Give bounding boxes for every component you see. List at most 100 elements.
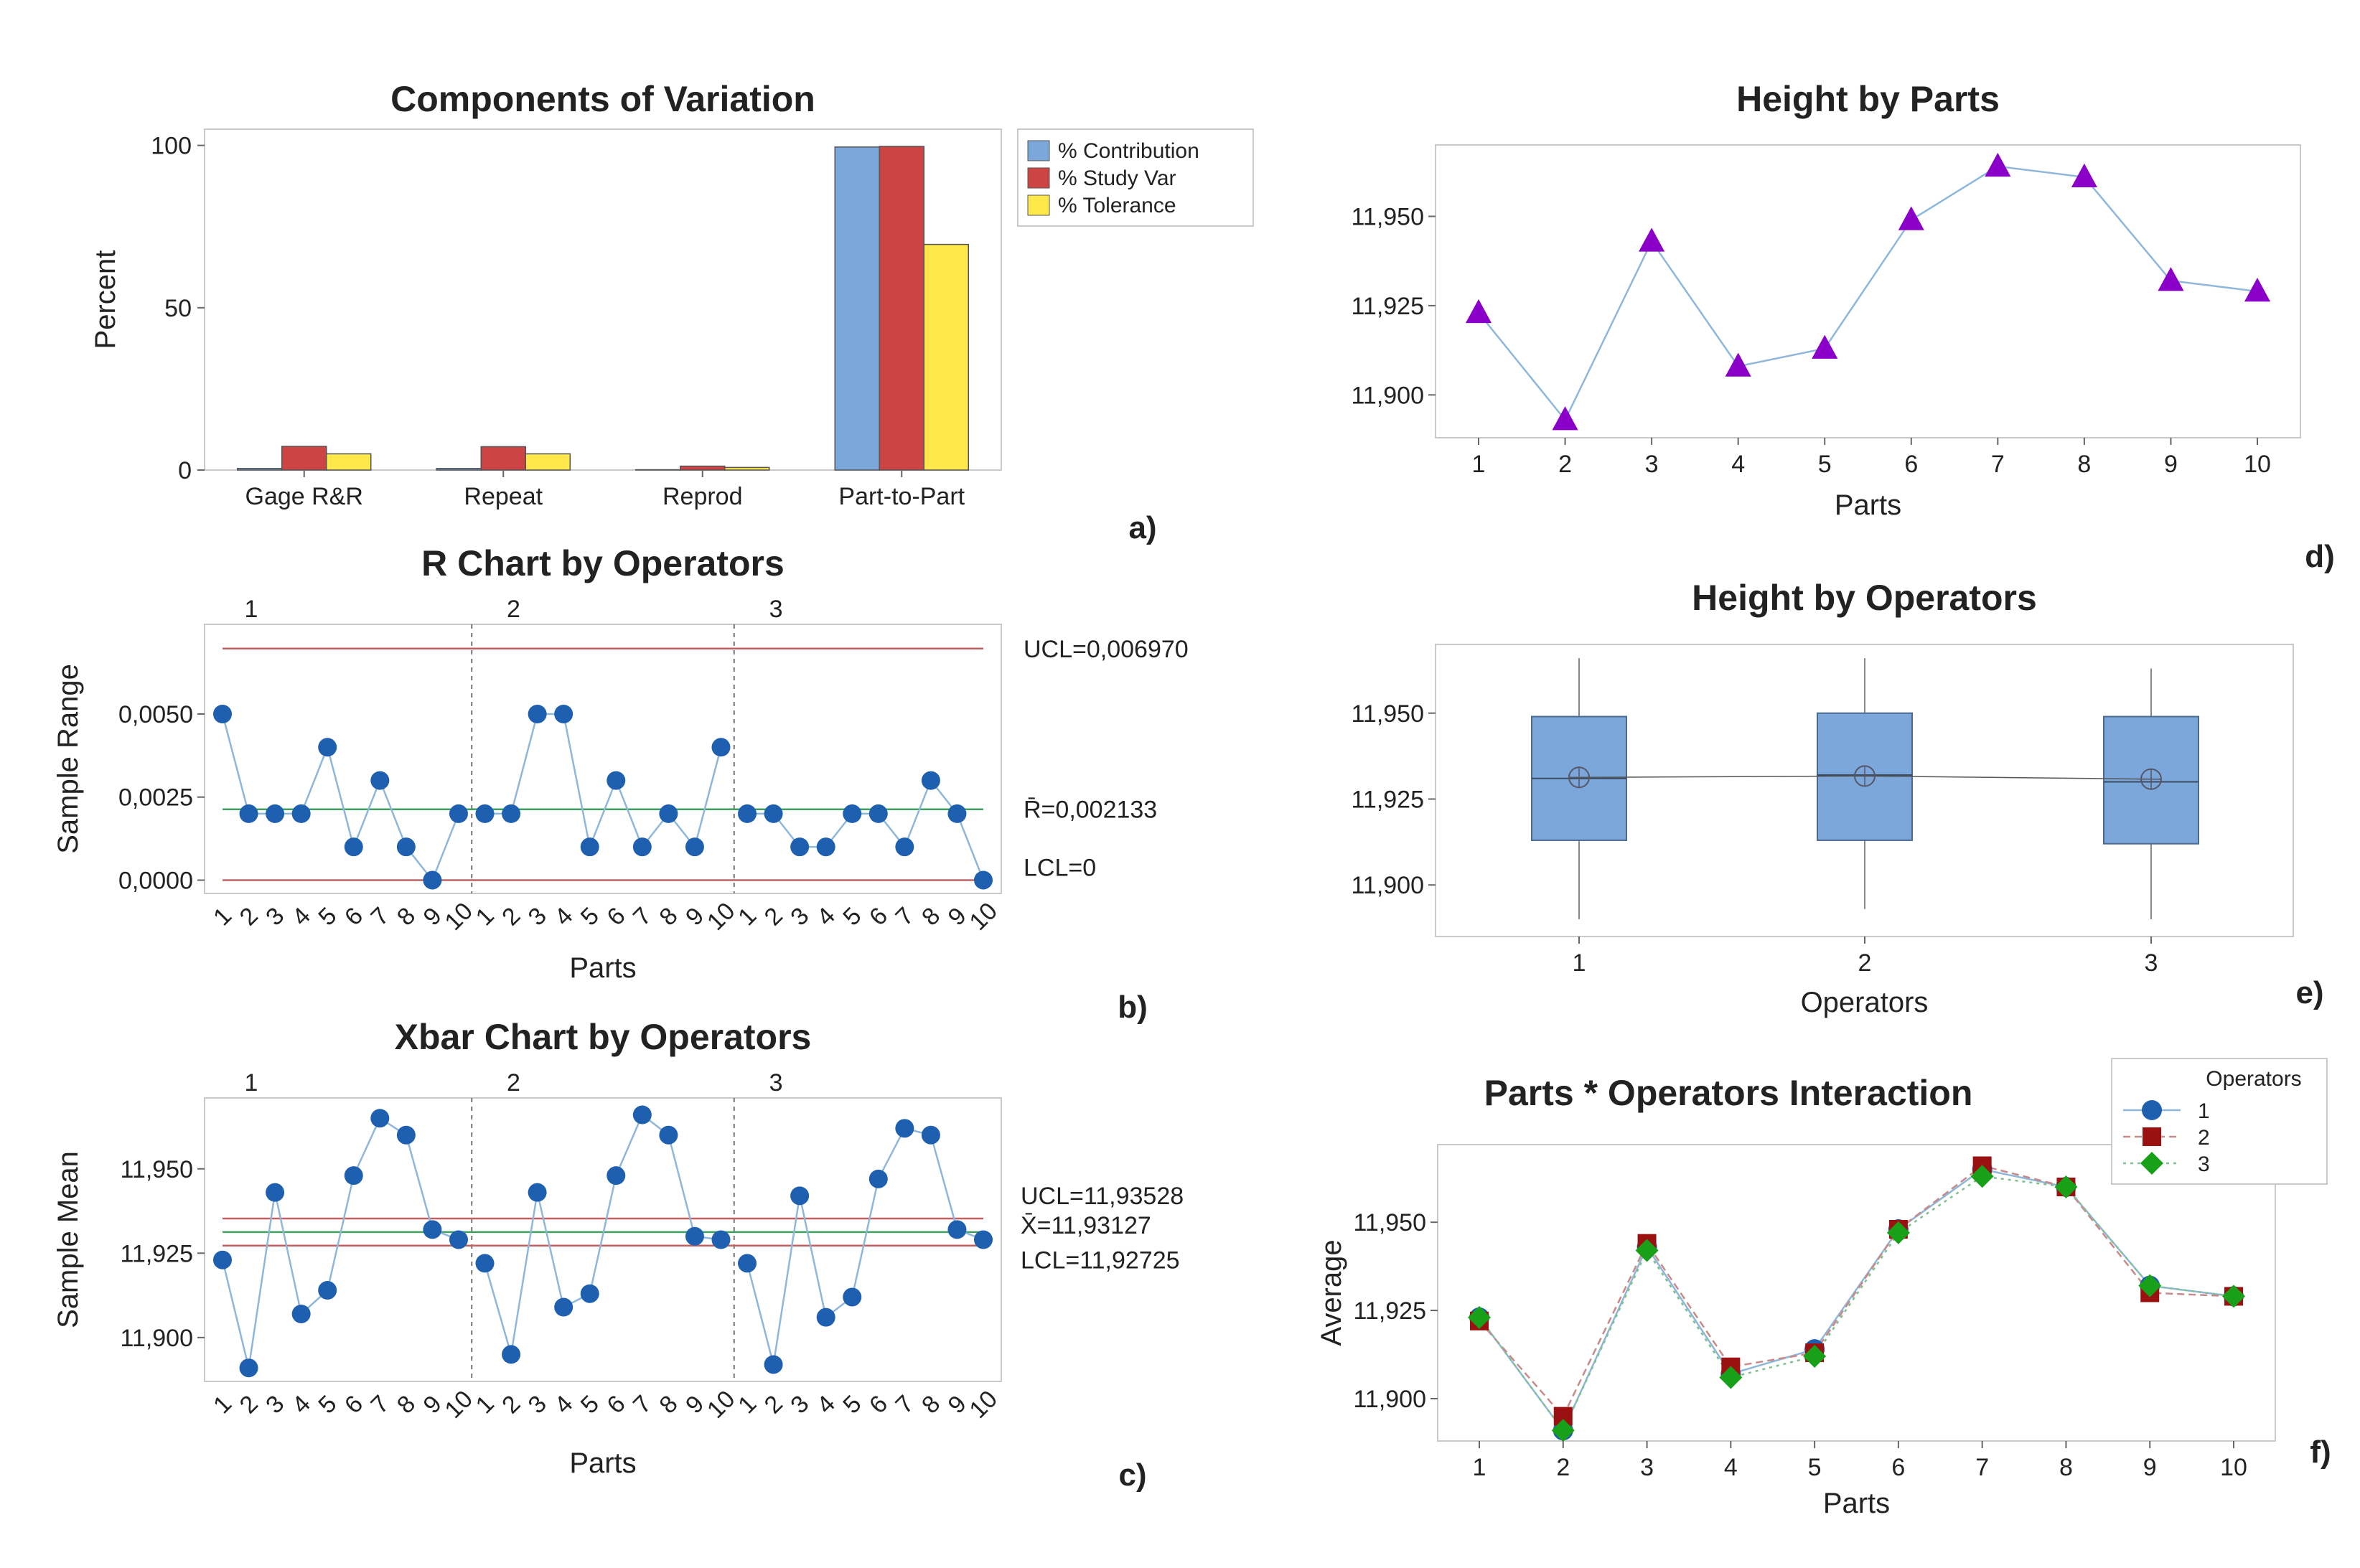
ucl-label: UCL=11,93528 <box>1021 1183 1184 1210</box>
data-point <box>397 1126 416 1145</box>
x-tick-label: 6 <box>864 1390 893 1419</box>
data-point <box>790 1186 809 1205</box>
data-point <box>869 804 888 823</box>
y-tick-label: 11,925 <box>1352 293 1424 320</box>
data-point <box>843 1287 861 1306</box>
x-tick-label: 9 <box>2143 1454 2157 1481</box>
x-tick-label: 8 <box>392 902 421 931</box>
operator-group-label: 1 <box>245 596 258 623</box>
legend-label: % Study Var <box>1058 166 1176 190</box>
x-axis-label: Parts <box>1823 1488 1890 1519</box>
data-point <box>240 804 258 823</box>
panel-label: a) <box>1128 510 1156 545</box>
x-tick-label: 7 <box>365 902 394 931</box>
y-tick-label: 0,0050 <box>118 701 193 728</box>
legend-marker <box>2143 1127 2161 1146</box>
y-tick-label: 11,900 <box>1354 1386 1426 1413</box>
data-point <box>318 1281 337 1300</box>
y-tick-label: 100 <box>151 133 192 160</box>
y-tick-label: 11,900 <box>1352 382 1424 409</box>
x-tick-label: 5 <box>838 902 866 931</box>
x-tick-label: 6 <box>340 1390 368 1419</box>
data-point <box>711 1231 730 1249</box>
y-tick-label: 11,950 <box>1354 1209 1426 1236</box>
x-tick-label: 2 <box>759 902 788 931</box>
data-point <box>397 837 416 856</box>
data-point <box>869 1170 888 1188</box>
data-point <box>449 1231 468 1249</box>
x-tick-label: 5 <box>838 1390 866 1419</box>
x-tick-label: 2 <box>497 902 525 931</box>
data-point <box>345 837 363 856</box>
x-tick-label: 1 <box>1473 1454 1486 1481</box>
chart-title: Xbar Chart by Operators <box>395 1017 812 1057</box>
y-tick-label: 11,950 <box>1352 700 1424 728</box>
y-tick-label: 0 <box>178 457 192 484</box>
x-tick-label: 6 <box>1891 1454 1905 1481</box>
x-tick-label: 7 <box>890 1390 919 1419</box>
x-tick-label: 2 <box>497 1390 525 1419</box>
x-tick-label: 6 <box>601 902 630 931</box>
x-tick-label: 6 <box>864 902 893 931</box>
data-point <box>895 1119 914 1137</box>
x-tick-label: 2 <box>1558 451 1572 478</box>
data-point <box>292 804 311 823</box>
y-axis-label: Sample Range <box>52 664 84 854</box>
data-point <box>947 1220 966 1239</box>
data-point <box>843 804 861 823</box>
bar-reprod-3 <box>725 467 769 470</box>
y-axis-label: Percent <box>90 250 121 349</box>
data-point <box>266 804 284 823</box>
legend-marker <box>2142 1100 2162 1120</box>
center-label: X̄=11,93127 <box>1021 1212 1151 1239</box>
operator-group-label: 1 <box>245 1069 258 1097</box>
x-tick-label: 5 <box>576 902 604 931</box>
plot-area <box>205 624 1001 893</box>
x-tick-label: 9 <box>2164 451 2178 478</box>
x-tick-label: 8 <box>654 1390 683 1419</box>
data-point <box>554 705 573 723</box>
plot-area <box>205 1098 1001 1381</box>
chart-parts-operators-interaction: Parts * Operators InteractionAverage11,9… <box>1316 1058 2331 1519</box>
data-point <box>974 1231 993 1249</box>
x-axis-label: Parts <box>569 1447 636 1479</box>
data-point <box>764 804 783 823</box>
data-point <box>581 1285 599 1303</box>
y-tick-label: 0,0000 <box>118 867 193 894</box>
x-tick-label: Reprod <box>662 483 743 510</box>
data-point <box>240 1358 258 1377</box>
x-tick-label: 10 <box>702 897 741 936</box>
x-tick-label: 3 <box>2145 949 2158 977</box>
y-tick-label: 11,900 <box>1352 872 1424 899</box>
data-point <box>922 771 940 790</box>
x-tick-label: 8 <box>2059 1454 2073 1481</box>
data-point <box>922 1126 940 1145</box>
x-tick-label: 4 <box>549 1390 578 1419</box>
data-point <box>476 1254 495 1272</box>
data-point <box>738 1254 757 1272</box>
data-point <box>423 1220 441 1239</box>
x-tick-label: 8 <box>654 902 683 931</box>
data-point <box>974 870 993 889</box>
x-tick-label: 7 <box>628 902 657 931</box>
data-point <box>370 1109 389 1127</box>
x-tick-label: 10 <box>964 897 1003 936</box>
data-point <box>738 804 757 823</box>
bar-reprod-2 <box>680 466 725 470</box>
lcl-label: LCL=0 <box>1024 854 1096 881</box>
x-tick-label: 1 <box>471 902 500 931</box>
y-tick-label: 0,0025 <box>118 784 193 812</box>
data-point <box>554 1298 573 1317</box>
x-tick-label: 3 <box>1640 1454 1654 1481</box>
x-tick-label: 1 <box>733 1390 762 1419</box>
x-tick-label: 1 <box>471 1390 500 1419</box>
operator-group-label: 2 <box>507 1069 520 1097</box>
x-tick-label: 8 <box>392 1390 421 1419</box>
y-tick-label: 50 <box>164 295 192 322</box>
panel-label: b) <box>1118 990 1148 1025</box>
x-tick-label: 5 <box>1808 1454 1822 1481</box>
data-point <box>318 738 337 756</box>
